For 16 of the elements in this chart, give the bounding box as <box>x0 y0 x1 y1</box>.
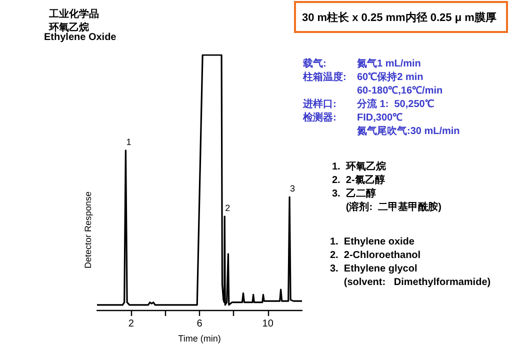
x-tick-label: 10 <box>262 318 274 330</box>
x-tick-label: 2 <box>128 318 134 330</box>
annotation: 2 <box>225 202 230 213</box>
text: 氮气1 mL/min 60℃保持2 min 60-180℃,16℃/min 分流 1: 50,250℃ FID,300℃ 氮气尾吹气:30 mL/min <box>356 57 460 137</box>
text: 1. 环氧乙烷 2. 2-氯乙醇 3. 乙二醇 (溶剂: 二甲基甲酰胺) <box>332 160 442 213</box>
text: 30 m柱长 x 0.25 mm内径 0.25 μ m膜厚 <box>302 11 496 24</box>
text: Ethylene Oxide <box>44 32 117 43</box>
chart-title: 工业化学品 <box>48 8 99 20</box>
chart-subtitle: 环氧乙烷 <box>48 22 89 34</box>
x-axis-title: Time (min) <box>178 333 221 344</box>
annotation: 3 <box>290 184 296 194</box>
x-tick-label: 6 <box>196 318 203 330</box>
text: 1. Ethylene oxide 2. 2-Chloroethanol 3. Ethylene glycol (solvent: Dimethylformamide) <box>330 236 491 288</box>
annotation: 1 <box>126 136 132 147</box>
text: 载气: 柱箱温度: 进样口: 检测器: <box>303 58 346 124</box>
y-axis-title: Detector Response <box>83 191 93 269</box>
